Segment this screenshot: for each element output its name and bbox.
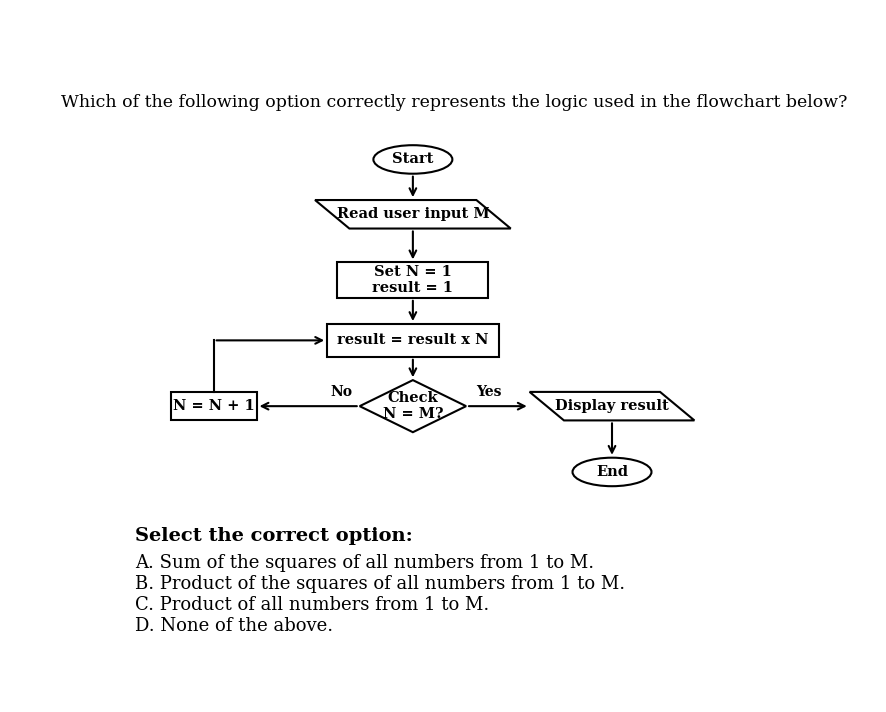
Bar xyxy=(338,262,488,298)
Bar xyxy=(327,324,499,357)
Polygon shape xyxy=(360,380,466,432)
Text: Select the correct option:: Select the correct option: xyxy=(135,527,413,545)
Ellipse shape xyxy=(572,458,651,486)
Text: Start: Start xyxy=(392,152,433,167)
Bar xyxy=(171,392,257,420)
Text: B. Product of the squares of all numbers from 1 to M.: B. Product of the squares of all numbers… xyxy=(135,575,625,593)
Text: result = result x N: result = result x N xyxy=(338,333,488,347)
Text: Yes: Yes xyxy=(477,385,501,399)
Text: Display result: Display result xyxy=(556,399,669,413)
Text: Check
N = M?: Check N = M? xyxy=(383,391,443,422)
Text: D. None of the above.: D. None of the above. xyxy=(135,617,333,634)
Text: A. Sum of the squares of all numbers from 1 to M.: A. Sum of the squares of all numbers fro… xyxy=(135,554,594,572)
Text: Read user input M: Read user input M xyxy=(337,207,489,221)
Text: N = N + 1: N = N + 1 xyxy=(173,399,254,413)
Text: C. Product of all numbers from 1 to M.: C. Product of all numbers from 1 to M. xyxy=(135,596,489,614)
Text: End: End xyxy=(596,465,628,479)
Polygon shape xyxy=(315,200,510,229)
Ellipse shape xyxy=(373,145,453,174)
Text: Set N = 1
result = 1: Set N = 1 result = 1 xyxy=(372,265,454,295)
Text: Which of the following option correctly represents the logic used in the flowcha: Which of the following option correctly … xyxy=(61,94,847,110)
Text: No: No xyxy=(330,385,353,399)
Polygon shape xyxy=(530,392,695,420)
